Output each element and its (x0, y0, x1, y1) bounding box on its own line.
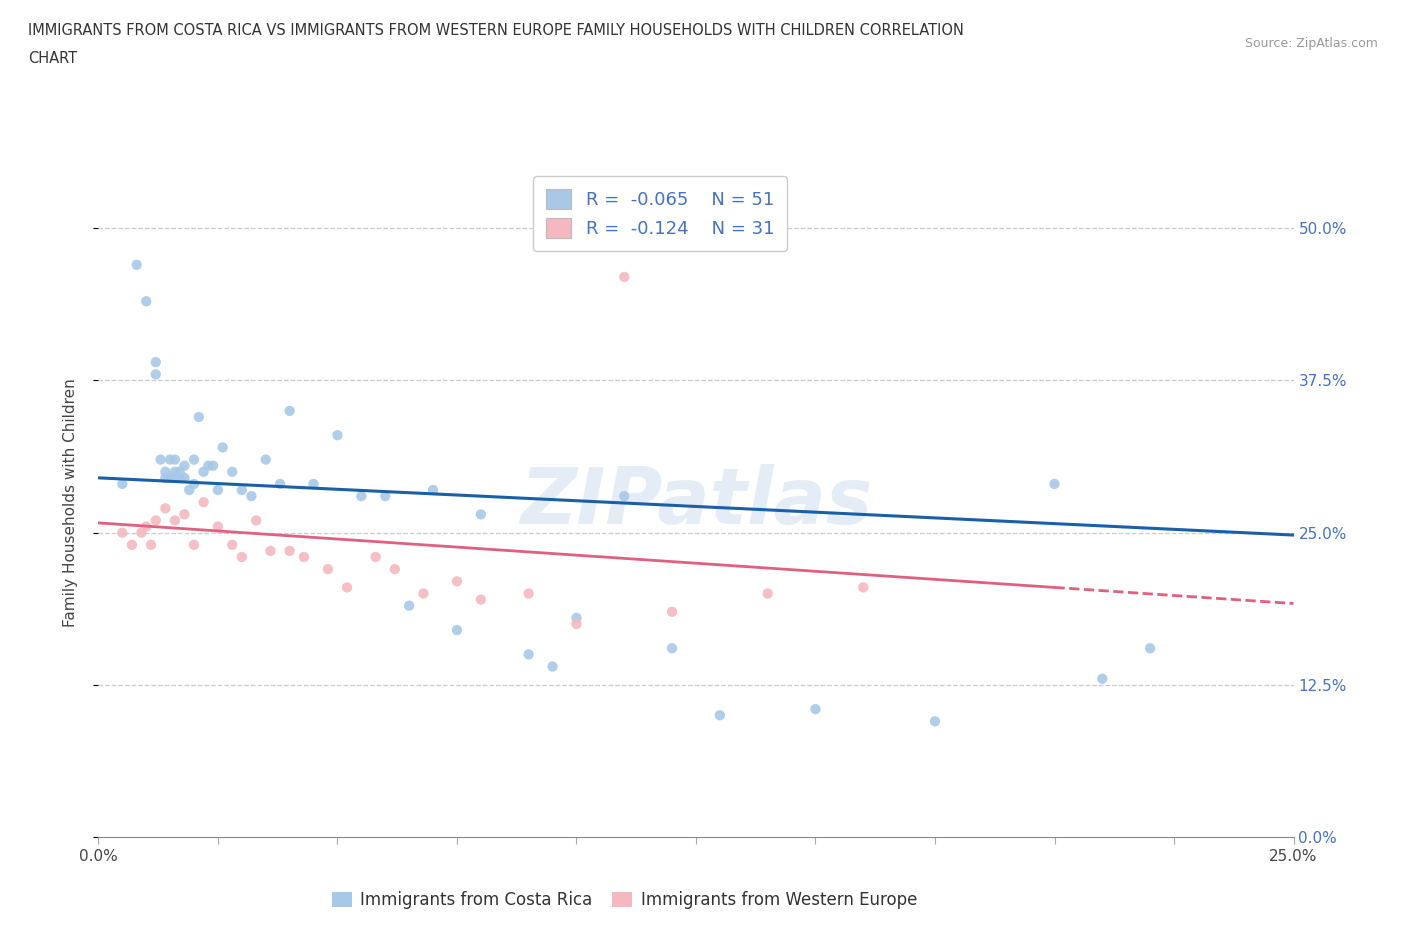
Point (259, 543, 281, 558)
Point (336, 580, 359, 595)
Point (565, 610, 588, 625)
Point (517, 647, 540, 662)
Point (207, 519, 229, 534)
Point (231, 483, 253, 498)
Legend: Immigrants from Costa Rica, Immigrants from Western Europe: Immigrants from Costa Rica, Immigrants f… (325, 884, 924, 916)
Point (804, 702, 827, 717)
Point (111, 525, 134, 540)
Point (292, 550, 315, 565)
Point (207, 483, 229, 498)
Point (159, 452, 181, 467)
Point (517, 586, 540, 601)
Point (613, 270, 636, 285)
Point (470, 592, 492, 607)
Point (173, 507, 195, 522)
Point (565, 617, 588, 631)
Point (613, 488, 636, 503)
Point (202, 458, 225, 473)
Point (374, 488, 396, 503)
Point (155, 501, 177, 516)
Point (183, 538, 205, 552)
Point (173, 471, 195, 485)
Point (278, 404, 301, 418)
Point (183, 476, 205, 491)
Point (163, 464, 186, 479)
Point (316, 562, 339, 577)
Point (661, 604, 683, 619)
Point (183, 452, 205, 467)
Point (278, 543, 301, 558)
Point (384, 562, 406, 577)
Point (169, 471, 191, 485)
Point (240, 488, 263, 503)
Point (221, 464, 243, 479)
Point (1139, 641, 1161, 656)
Point (661, 641, 683, 656)
Point (326, 428, 349, 443)
Point (302, 476, 325, 491)
Point (269, 476, 291, 491)
Point (470, 507, 492, 522)
Point (924, 714, 946, 729)
Point (541, 659, 564, 674)
Point (231, 550, 253, 565)
Point (131, 525, 153, 540)
Point (1091, 671, 1114, 686)
Point (398, 598, 420, 613)
Point (163, 452, 186, 467)
Point (149, 452, 172, 467)
Point (364, 550, 387, 565)
Point (193, 464, 215, 479)
Point (159, 471, 181, 485)
Text: ZIPatlas: ZIPatlas (520, 464, 872, 540)
Point (756, 586, 779, 601)
Point (179, 483, 201, 498)
Point (135, 294, 157, 309)
Point (125, 258, 148, 272)
Point (350, 488, 373, 503)
Point (211, 440, 233, 455)
Text: CHART: CHART (28, 51, 77, 66)
Point (173, 458, 195, 473)
Point (221, 538, 243, 552)
Point (709, 708, 731, 723)
Point (145, 513, 167, 528)
Point (187, 409, 209, 424)
Point (193, 495, 215, 510)
Point (145, 367, 167, 382)
Point (422, 483, 444, 498)
Point (1043, 476, 1066, 491)
Point (245, 513, 267, 528)
Text: Source: ZipAtlas.com: Source: ZipAtlas.com (1244, 37, 1378, 50)
Point (155, 464, 177, 479)
Point (412, 586, 434, 601)
Point (254, 452, 277, 467)
Point (111, 476, 134, 491)
Point (121, 538, 143, 552)
Point (446, 574, 468, 589)
Point (852, 580, 875, 595)
Point (135, 519, 157, 534)
Point (163, 471, 186, 485)
Point (446, 622, 468, 637)
Point (197, 458, 219, 473)
Point (155, 471, 177, 485)
Text: IMMIGRANTS FROM COSTA RICA VS IMMIGRANTS FROM WESTERN EUROPE FAMILY HOUSEHOLDS W: IMMIGRANTS FROM COSTA RICA VS IMMIGRANTS… (28, 23, 965, 38)
Y-axis label: Family Households with Children: Family Households with Children (63, 378, 77, 627)
Point (163, 513, 186, 528)
Point (145, 354, 167, 369)
Point (139, 538, 162, 552)
Point (169, 464, 191, 479)
